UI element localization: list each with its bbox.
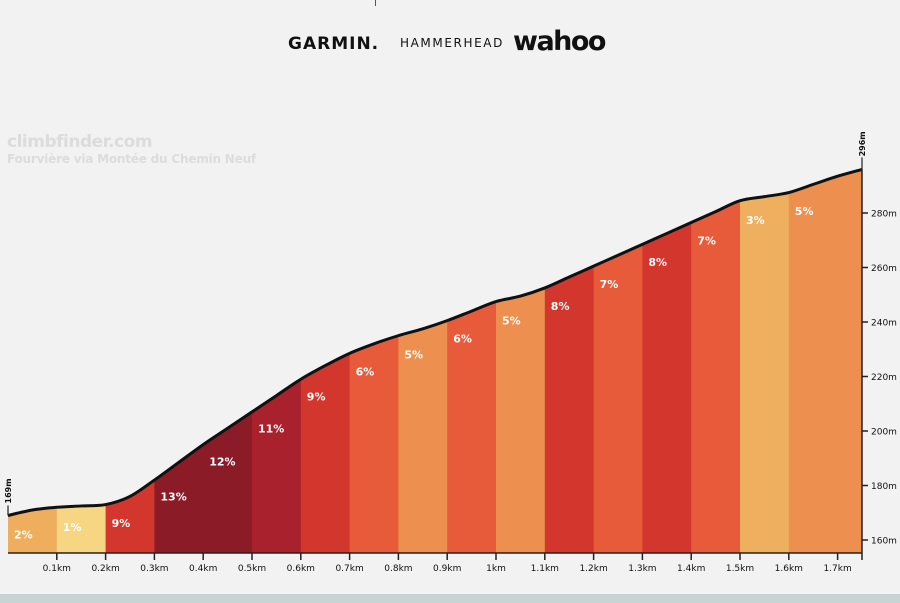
x-tick-label: 1km xyxy=(486,564,506,574)
grade-segment xyxy=(740,169,790,553)
watermark-site: climbfinder.com xyxy=(7,132,153,152)
watermark-climb-name: Fourvière via Montée du Chemin Neuf xyxy=(7,152,256,166)
top-divider-tick xyxy=(375,0,376,6)
grade-segment xyxy=(300,169,351,553)
x-tick-label: 0.7km xyxy=(335,564,363,574)
grade-segment xyxy=(593,169,643,553)
grade-label: 2% xyxy=(14,528,33,541)
y-axis: 160m 180m 200m 220m 240m 260m 280m xyxy=(861,169,897,553)
grade-segment xyxy=(154,169,204,553)
grade-labels: 2% 1% 9% 13% 12% 11% 9% 6% 5% 6% 5% 8% 7% 8% 7% 3% 5% xyxy=(14,205,813,541)
grade-segment xyxy=(203,169,253,553)
x-tick-label: 0.1km xyxy=(43,564,71,574)
bottom-background-band xyxy=(0,594,900,603)
grade-segment xyxy=(398,169,448,553)
grade-segment xyxy=(691,169,741,553)
y-tick-label: 240m xyxy=(871,319,897,329)
grade-label: 8% xyxy=(648,256,667,269)
x-tick-label: 1.2km xyxy=(579,564,607,574)
grade-label: 7% xyxy=(697,234,716,247)
elevation-profile-line xyxy=(7,167,863,517)
x-tick-label: 0.9km xyxy=(433,564,461,574)
x-tick-label: 1.5km xyxy=(726,564,754,574)
grade-label: 7% xyxy=(600,278,619,291)
grade-segments xyxy=(8,169,862,553)
grade-label: 11% xyxy=(258,423,284,436)
x-axis: 0.1km 0.2km 0.3km 0.4km 0.5km 0.6km 0.7km 0.8km… xyxy=(8,552,863,574)
x-tick-label: 0.4km xyxy=(189,564,217,574)
grade-label: 8% xyxy=(551,300,570,313)
hammerhead-logo: HAMMERHEAD xyxy=(400,36,504,50)
x-tick-label: 1.4km xyxy=(677,564,705,574)
end-elevation-label: 296m xyxy=(858,131,867,156)
wahoo-logo: wahoo xyxy=(513,26,606,57)
x-tick-label: 0.6km xyxy=(287,564,315,574)
grade-label: 9% xyxy=(112,517,131,530)
grade-segment xyxy=(349,169,399,553)
y-tick-label: 220m xyxy=(871,373,897,383)
grade-label: 12% xyxy=(209,455,235,468)
sponsor-logos: GARMIN. HAMMERHEAD wahoo xyxy=(0,26,900,57)
x-tick-label: 0.8km xyxy=(384,564,412,574)
x-tick-label: 1.7km xyxy=(823,564,851,574)
grade-label: 6% xyxy=(453,333,472,346)
y-tick-label: 200m xyxy=(871,428,897,438)
x-tick-label: 0.5km xyxy=(238,564,266,574)
grade-label: 5% xyxy=(502,314,521,327)
y-tick-label: 160m xyxy=(871,537,897,547)
garmin-logo: GARMIN. xyxy=(288,34,380,54)
grade-label: 9% xyxy=(307,391,326,404)
grade-label: 5% xyxy=(404,348,423,361)
grade-segment xyxy=(544,169,595,553)
grade-label: 5% xyxy=(795,205,814,218)
grade-segment xyxy=(447,169,497,553)
start-elevation-label: 169m xyxy=(4,478,13,503)
grade-segment xyxy=(788,169,862,553)
grade-segment xyxy=(8,169,58,553)
y-tick-label: 260m xyxy=(871,264,897,274)
x-tick-label: 1.6km xyxy=(775,564,803,574)
grade-segment xyxy=(642,169,692,553)
x-tick-label: 1.1km xyxy=(531,564,559,574)
y-tick-label: 180m xyxy=(871,482,897,492)
watermark: climbfinder.com Fourvière via Montée du … xyxy=(7,132,256,166)
end-elevation-labels: 169m 296m xyxy=(4,131,867,516)
grade-label: 1% xyxy=(63,521,82,534)
x-tick-label: 0.3km xyxy=(140,564,168,574)
grade-segment xyxy=(252,169,302,553)
x-tick-label: 1.3km xyxy=(628,564,656,574)
grade-label: 6% xyxy=(356,365,375,378)
grade-label: 3% xyxy=(746,214,765,227)
x-tick-label: 0.2km xyxy=(91,564,119,574)
grade-label: 13% xyxy=(160,491,186,504)
y-tick-label: 280m xyxy=(871,210,897,220)
grade-segment xyxy=(56,169,107,553)
